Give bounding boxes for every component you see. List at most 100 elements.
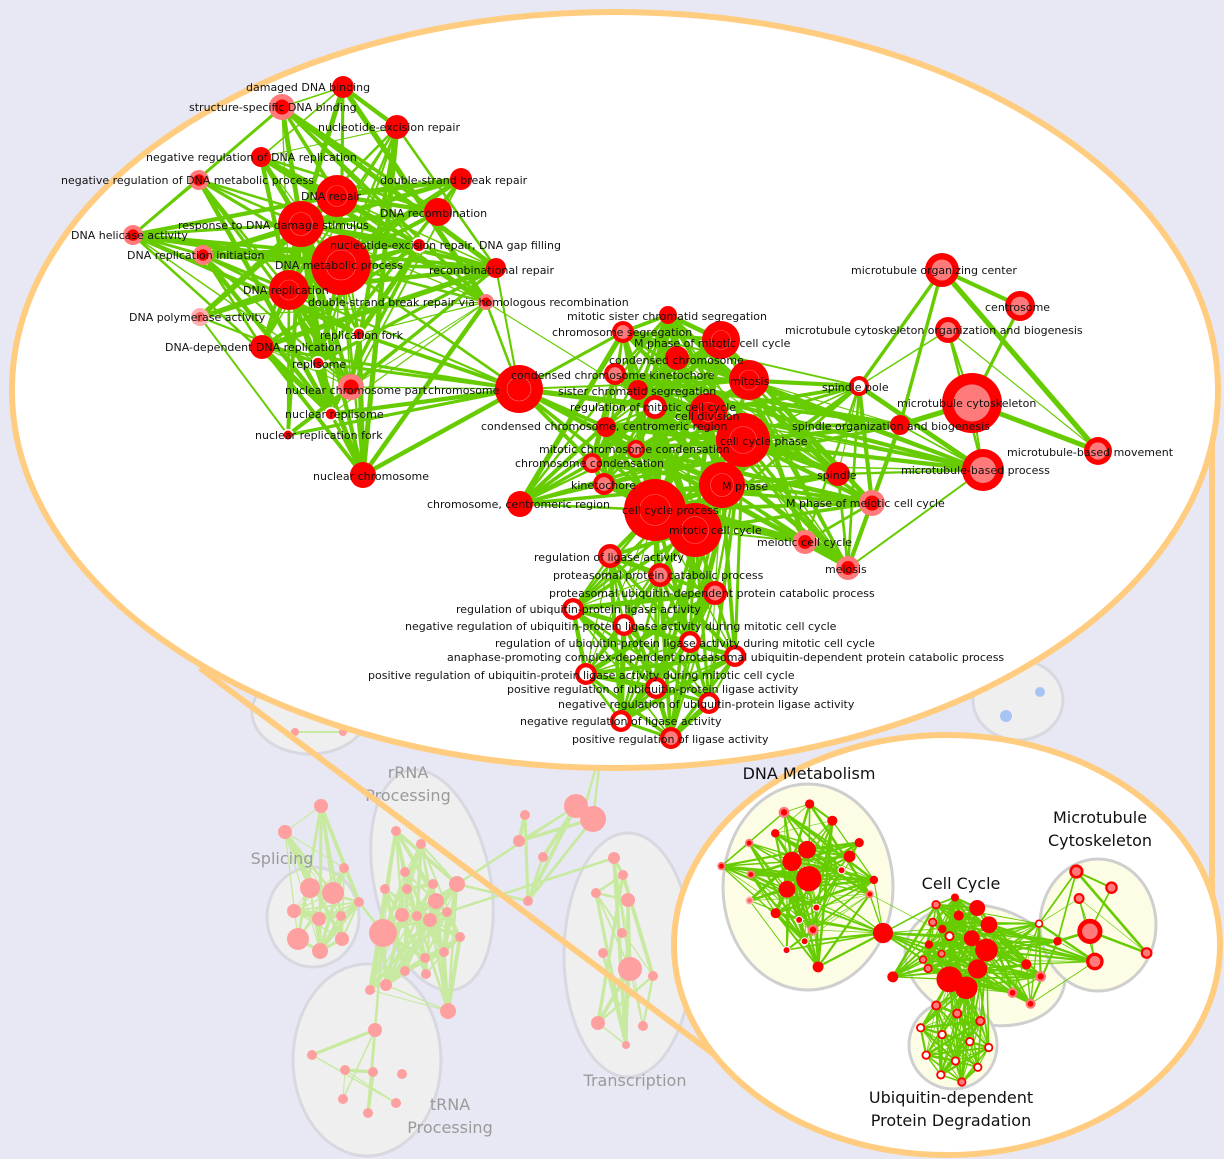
gene-set-node[interactable] bbox=[703, 581, 727, 605]
inset-node[interactable] bbox=[1069, 864, 1084, 879]
gene-set-node[interactable] bbox=[1005, 291, 1035, 321]
gene-set-node[interactable] bbox=[338, 374, 364, 400]
gene-set-node[interactable] bbox=[251, 147, 271, 167]
gene-set-node[interactable] bbox=[935, 317, 961, 343]
inset-node[interactable] bbox=[938, 924, 947, 934]
gene-set-node[interactable] bbox=[123, 225, 143, 245]
gene-set-node[interactable] bbox=[702, 321, 740, 359]
inset-node[interactable] bbox=[952, 1008, 963, 1019]
gene-set-node[interactable] bbox=[324, 407, 338, 421]
inset-node[interactable] bbox=[746, 870, 756, 879]
gene-set-node[interactable] bbox=[478, 294, 494, 310]
inset-node[interactable] bbox=[924, 940, 934, 949]
gene-set-node[interactable] bbox=[668, 503, 722, 557]
gene-set-node[interactable] bbox=[191, 308, 209, 326]
gene-set-node[interactable] bbox=[1084, 437, 1112, 465]
gene-set-node[interactable] bbox=[942, 373, 1002, 433]
inset-node[interactable] bbox=[812, 903, 821, 912]
gene-set-node[interactable] bbox=[648, 563, 672, 587]
gene-set-node[interactable] bbox=[665, 346, 689, 370]
inset-node[interactable] bbox=[1034, 919, 1044, 928]
inset-node[interactable] bbox=[1025, 998, 1036, 1009]
inset-node[interactable] bbox=[843, 850, 856, 863]
inset-node[interactable] bbox=[950, 893, 959, 902]
gene-set-node[interactable] bbox=[269, 270, 309, 310]
gene-set-node[interactable] bbox=[596, 417, 616, 437]
inset-node[interactable] bbox=[744, 838, 754, 848]
gene-set-node[interactable] bbox=[193, 245, 213, 265]
gene-set-node[interactable] bbox=[189, 170, 209, 190]
inset-node[interactable] bbox=[980, 916, 998, 934]
gene-set-node[interactable] bbox=[316, 175, 358, 217]
inset-node[interactable] bbox=[969, 900, 986, 916]
inset-node[interactable] bbox=[953, 910, 964, 921]
gene-set-node[interactable] bbox=[311, 235, 371, 295]
gene-set-node[interactable] bbox=[593, 473, 615, 495]
inset-node[interactable] bbox=[865, 890, 874, 899]
inset-node[interactable] bbox=[957, 1077, 967, 1087]
inset-node[interactable] bbox=[771, 829, 780, 838]
gene-set-node[interactable] bbox=[724, 645, 746, 667]
gene-set-node[interactable] bbox=[610, 710, 632, 732]
gene-set-node[interactable] bbox=[582, 453, 602, 473]
gene-set-node[interactable] bbox=[612, 321, 634, 343]
inset-node[interactable] bbox=[837, 866, 846, 875]
gene-set-node[interactable] bbox=[282, 429, 294, 441]
gene-set-node[interactable] bbox=[793, 530, 817, 554]
inset-node[interactable] bbox=[778, 806, 790, 818]
inset-node[interactable] bbox=[963, 930, 980, 947]
inset-node[interactable] bbox=[887, 971, 899, 983]
inset-node[interactable] bbox=[807, 924, 819, 936]
inset-node[interactable] bbox=[1007, 987, 1018, 998]
gene-set-node[interactable] bbox=[627, 440, 645, 458]
gene-set-node[interactable] bbox=[350, 462, 376, 488]
inset-node[interactable] bbox=[796, 866, 822, 892]
gene-set-node[interactable] bbox=[660, 727, 682, 749]
inset-node[interactable] bbox=[944, 931, 955, 942]
gene-set-node[interactable] bbox=[645, 677, 667, 699]
inset-node[interactable] bbox=[1086, 952, 1104, 971]
inset-node[interactable] bbox=[950, 1056, 961, 1066]
inset-node[interactable] bbox=[745, 896, 754, 905]
inset-node[interactable] bbox=[770, 908, 781, 919]
gene-set-node[interactable] bbox=[352, 327, 366, 341]
inset-node[interactable] bbox=[984, 1042, 994, 1053]
inset-node[interactable] bbox=[1053, 937, 1062, 946]
gene-set-node[interactable] bbox=[643, 395, 667, 419]
inset-node[interactable] bbox=[1105, 881, 1118, 894]
inset-node[interactable] bbox=[931, 1000, 942, 1011]
inset-node[interactable] bbox=[869, 875, 879, 885]
gene-set-node[interactable] bbox=[679, 631, 701, 653]
inset-node[interactable] bbox=[872, 922, 894, 944]
inset-node[interactable] bbox=[1021, 959, 1032, 970]
inset-node[interactable] bbox=[795, 915, 804, 924]
inset-node[interactable] bbox=[1140, 947, 1153, 959]
inset-node[interactable] bbox=[805, 799, 815, 809]
gene-set-node[interactable] bbox=[311, 356, 325, 370]
inset-node[interactable] bbox=[973, 1062, 983, 1072]
gene-set-node[interactable] bbox=[890, 415, 910, 435]
inset-node[interactable] bbox=[782, 851, 802, 872]
inset-node[interactable] bbox=[975, 938, 998, 962]
gene-set-node[interactable] bbox=[250, 335, 274, 359]
gene-set-node[interactable] bbox=[385, 115, 409, 139]
inset-node[interactable] bbox=[921, 1050, 931, 1060]
gene-set-node[interactable] bbox=[628, 380, 648, 400]
inset-node[interactable] bbox=[1073, 893, 1085, 904]
inset-node[interactable] bbox=[854, 837, 864, 848]
inset-node[interactable] bbox=[937, 1029, 947, 1040]
inset-node[interactable] bbox=[937, 949, 946, 958]
gene-set-node[interactable] bbox=[411, 237, 427, 253]
inset-node[interactable] bbox=[800, 937, 809, 946]
gene-set-node[interactable] bbox=[562, 598, 584, 620]
inset-node[interactable] bbox=[782, 946, 791, 955]
gene-set-node[interactable] bbox=[424, 198, 452, 226]
inset-node[interactable] bbox=[798, 840, 816, 859]
gene-set-node[interactable] bbox=[598, 544, 622, 568]
inset-node[interactable] bbox=[975, 1016, 986, 1027]
inset-node[interactable] bbox=[778, 880, 796, 898]
inset-node[interactable] bbox=[931, 900, 941, 910]
inset-node[interactable] bbox=[967, 959, 988, 979]
gene-set-node[interactable] bbox=[604, 363, 626, 385]
inset-node[interactable] bbox=[1077, 918, 1103, 944]
